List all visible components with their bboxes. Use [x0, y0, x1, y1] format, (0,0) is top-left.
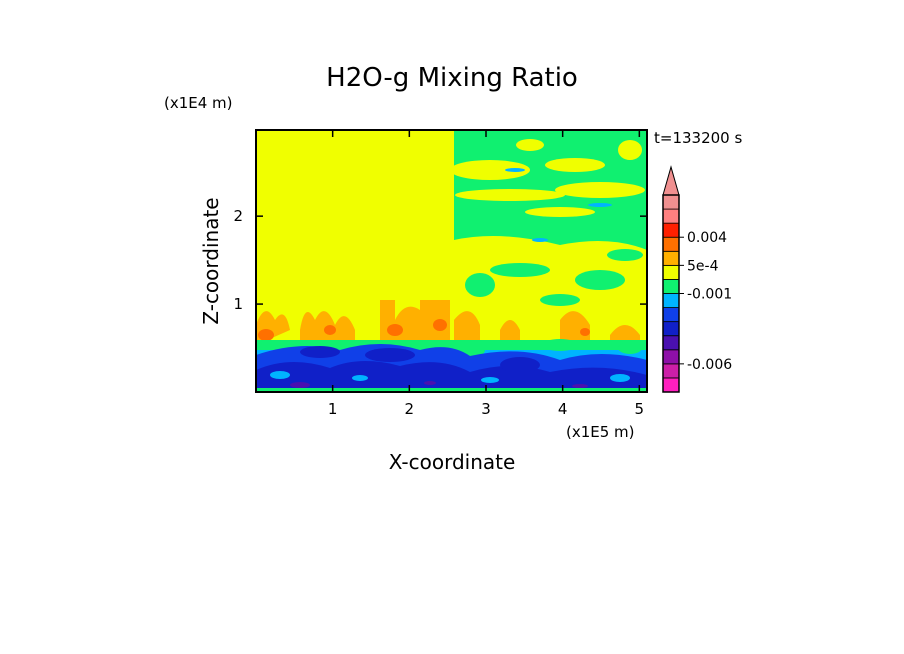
colorbar-swatch: [662, 236, 680, 252]
colorbar: [662, 165, 680, 393]
y-tick-label: 2: [233, 207, 243, 225]
boundary-navy: [256, 346, 647, 392]
colorbar-swatch: [662, 363, 680, 379]
y-axis-label: Z-coordinate: [199, 197, 223, 324]
x-tick-label: 2: [405, 400, 415, 418]
upper-right-green-streaks: [465, 249, 643, 306]
colorbar-swatch: [662, 335, 680, 351]
time-label: t=133200 s: [654, 129, 742, 147]
x-tick-label: 5: [635, 400, 645, 418]
colorbar-swatch: [662, 377, 680, 393]
y-tick-label: 1: [233, 295, 243, 313]
x-scale-label: (x1E5 m): [566, 423, 635, 441]
upper-right-cyan-streaks: [505, 168, 612, 242]
colorbar-swatch: [662, 250, 680, 266]
x-axis-ticks: 1 2 3 4 5: [328, 130, 644, 418]
colorbar-swatch: [662, 307, 680, 323]
boundary-cyan-swirls: [270, 371, 630, 383]
colorbar-labels: -0.006 -0.001 5e-4 0.004: [679, 230, 732, 373]
x-tick-label: 4: [558, 400, 568, 418]
colorbar-swatch: [662, 321, 680, 337]
colorbar-swatch: [662, 194, 680, 210]
plot-area: [256, 130, 647, 392]
y-axis-ticks: 12: [233, 207, 647, 313]
dark-orange-cores: [258, 319, 590, 341]
colorbar-swatch: [662, 293, 680, 308]
upper-right-patches: [450, 139, 647, 330]
colorbar-swatch: [662, 349, 680, 365]
colorbar-swatch: [662, 208, 680, 224]
colorbar-label: -0.006: [687, 357, 732, 373]
x-axis-label: X-coordinate: [389, 450, 516, 474]
colorbar-label: 0.004: [687, 230, 727, 246]
colorbar-swatch: [662, 279, 680, 294]
field-upper-left: [256, 130, 454, 330]
x-tick-label: 1: [328, 400, 338, 418]
boundary-dark-core: [290, 381, 588, 388]
colorbar-extend-arrow: [662, 165, 680, 196]
y-scale-label: (x1E4 m): [164, 94, 233, 112]
colorbar-label: -0.001: [687, 287, 732, 303]
colorbar-label: 5e-4: [687, 258, 719, 274]
x-tick-label: 3: [481, 400, 491, 418]
colorbar-swatch: [662, 222, 680, 238]
plot-frame: [255, 129, 648, 393]
boundary-green-floor: [256, 388, 647, 392]
chart-title: H2O-g Mixing Ratio: [326, 63, 578, 93]
colorbar-swatch: [662, 264, 680, 280]
